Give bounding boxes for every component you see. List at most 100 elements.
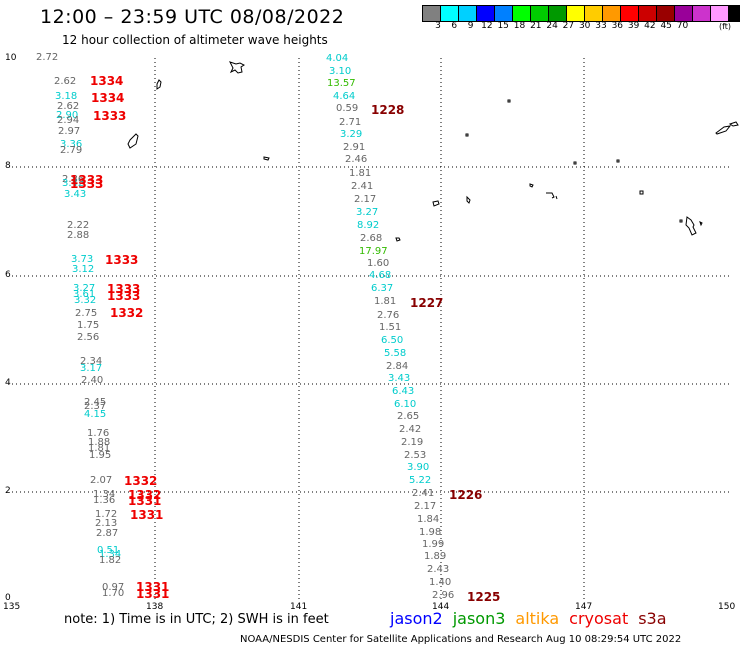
wave-height-value: 2.19 [401, 437, 424, 448]
wave-height-value: 1.84 [417, 514, 440, 525]
island-shape [466, 195, 471, 204]
wave-height-value: 6.37 [371, 283, 394, 294]
island-shape [546, 192, 558, 200]
wave-height-value: 4.68 [369, 270, 392, 281]
wave-height-value: 1.34 [99, 549, 122, 560]
wave-height-value: 1.40 [429, 577, 452, 588]
wave-height-value: 2.65 [397, 411, 420, 422]
wave-height-value: 2.56 [77, 332, 100, 343]
pass-number: 1228 [371, 103, 405, 117]
wave-height-value: 1.75 [77, 320, 100, 331]
wave-height-value: 3.43 [388, 373, 411, 384]
color-scale-label: 70 [676, 21, 689, 31]
wave-height-value: 2.75 [75, 308, 98, 319]
color-scale-label: 9 [467, 21, 474, 31]
color-scale-label: 36 [611, 21, 624, 31]
wave-height-value: 5.58 [384, 348, 407, 359]
wave-height-value: 1.88 [88, 437, 111, 448]
island-shape [156, 79, 162, 90]
island-shape [507, 99, 511, 103]
wave-height-value: 2.86 [62, 174, 85, 185]
wave-height-value: 1.70 [102, 588, 125, 599]
wave-height-value: 2.87 [96, 528, 119, 539]
x-axis-tick: 147 [575, 602, 593, 612]
wave-height-value: 1.82 [99, 555, 122, 566]
wave-height-value: 2.43 [427, 564, 450, 575]
y-axis-tick: 2 [5, 486, 11, 496]
pass-number: 1333 [70, 177, 104, 191]
wave-height-value: 0.59 [336, 103, 359, 114]
color-scale-label: 33 [595, 21, 607, 31]
x-axis-tick: 135 [3, 602, 21, 612]
color-scale-units: (ft) [719, 22, 732, 31]
pass-number: 1332 [124, 474, 158, 488]
wave-height-value: 3.12 [72, 264, 95, 275]
wave-height-value: 1.72 [95, 509, 118, 520]
wave-height-value: 1.99 [422, 539, 445, 550]
footnote: note: 1) Time is in UTC; 2) SWH is in fe… [64, 612, 329, 627]
color-scale-label: 21 [530, 21, 542, 31]
wave-height-value: 8.92 [357, 220, 380, 231]
island-shape [728, 121, 739, 127]
wave-height-value: 6.43 [392, 386, 415, 397]
wave-height-value: 1.51 [379, 322, 402, 333]
wave-height-value: 2.40 [81, 375, 104, 386]
wave-height-value: 2.13 [95, 518, 118, 529]
wave-height-value: 3.29 [340, 129, 363, 140]
wave-height-value: 3.17 [80, 363, 103, 374]
wave-height-value: 2.62 [54, 76, 77, 87]
color-scale-label: 6 [451, 21, 458, 31]
map-subtitle: 12 hour collection of altimeter wave hei… [62, 33, 328, 47]
wave-height-value: 2.88 [67, 230, 90, 241]
wave-height-value: 2.72 [36, 52, 59, 63]
wave-height-value: 3.43 [64, 189, 87, 200]
wave-height-value: 2.53 [404, 450, 427, 461]
wave-height-value: 2.34 [80, 356, 103, 367]
wave-height-value: 2.37 [84, 401, 107, 412]
island-shape [395, 237, 401, 242]
wave-height-value: 1.98 [419, 527, 442, 538]
wave-height-value: 0.51 [97, 545, 120, 556]
wave-height-value: 2.22 [67, 220, 90, 231]
wave-height-value: 1.81 [349, 168, 372, 179]
pass-number: 1331 [136, 580, 170, 594]
pass-number: 1331 [128, 494, 162, 508]
island-shape [616, 159, 620, 163]
wave-height-value: 2.90 [56, 110, 79, 121]
wave-height-value: 1.81 [374, 296, 397, 307]
pass-number: 1331 [136, 587, 170, 601]
island-shape [529, 183, 534, 188]
wave-height-value: 17.97 [359, 246, 388, 257]
legend-item-jason3: jason3 [452, 609, 506, 628]
wave-height-value: 2.41 [412, 488, 435, 499]
wave-height-value: 2.79 [60, 145, 83, 156]
wave-height-value: 3.90 [407, 462, 430, 473]
pass-number: 1225 [467, 590, 501, 604]
pass-number: 1227 [410, 296, 444, 310]
wave-height-value: 2.71 [339, 117, 362, 128]
color-scale-label: 42 [644, 21, 656, 31]
pass-number: 1334 [91, 91, 125, 105]
wave-height-value: 6.10 [394, 399, 417, 410]
wave-height-value: 3.27 [356, 207, 379, 218]
wave-height-value: 3.36 [60, 139, 83, 150]
wave-height-value: 1.89 [424, 551, 447, 562]
island-shape [432, 200, 440, 207]
color-scale-label: 30 [578, 21, 591, 31]
wave-height-value: 1.36 [93, 495, 116, 506]
credit-line: NOAA/NESDIS Center for Satellite Applica… [240, 634, 682, 645]
wave-height-value: 2.07 [90, 475, 113, 486]
pass-number: 1331 [130, 508, 164, 522]
wave-height-value: 2.76 [377, 310, 400, 321]
wave-height-value: 2.17 [414, 501, 437, 512]
wave-height-value: 2.91 [343, 142, 366, 153]
y-axis-tick: 0 [5, 593, 11, 603]
wave-height-value: 2.96 [432, 590, 455, 601]
pass-number: 1226 [449, 488, 483, 502]
wave-height-value: 1.81 [88, 443, 111, 454]
color-scale-label: 39 [627, 21, 640, 31]
wave-height-value: 1.95 [89, 450, 112, 461]
pass-number: 1333 [107, 289, 141, 303]
wave-height-value: 3.32 [74, 295, 97, 306]
wave-height-value: 6.50 [381, 335, 404, 346]
